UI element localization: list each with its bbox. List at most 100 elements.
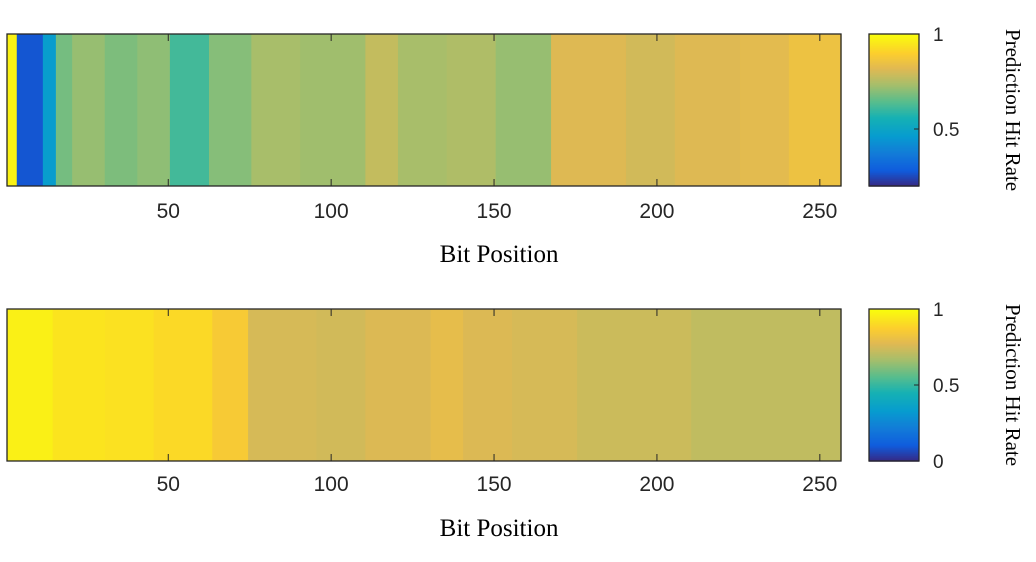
colorbar-2-swatch — [869, 389, 919, 392]
colorbar-2-swatch — [869, 449, 919, 452]
colorbar-1-swatch — [869, 78, 919, 81]
heatmap-1-cell — [397, 34, 448, 186]
colorbar-2-swatch — [869, 443, 919, 446]
colorbar-1-swatch — [869, 180, 919, 183]
colorbar-1-swatch — [869, 68, 919, 71]
colorbar-1-label: Prediction Hit Rate — [1001, 29, 1025, 191]
heatmap-2-xlabel: Bit Position — [440, 515, 559, 542]
colorbar-2-swatch — [869, 401, 919, 404]
colorbar-1-swatch — [869, 74, 919, 77]
heatmap-2-cell — [104, 309, 155, 461]
colorbar-1-swatch — [869, 134, 919, 137]
colorbar-2-swatch — [869, 341, 919, 344]
colorbar-2-swatch — [869, 387, 919, 390]
heatmap-1-cell — [251, 34, 301, 186]
colorbar-2-swatch — [869, 417, 919, 420]
colorbar-2-swatch — [869, 323, 919, 326]
colorbar-2-swatch — [869, 407, 919, 410]
heatmap-2-cell — [153, 309, 213, 461]
heatmap-2-cell — [316, 309, 366, 461]
colorbar-2-swatch — [869, 313, 919, 316]
colorbar-1-swatch — [869, 42, 919, 45]
colorbar-1-swatch — [869, 40, 919, 43]
colorbar-2-swatch — [869, 311, 919, 314]
colorbar-2-swatch — [869, 361, 919, 364]
heatmap-1-xtick-label: 200 — [639, 200, 674, 223]
colorbar-2-swatch — [869, 349, 919, 352]
colorbar-1-swatch — [869, 50, 919, 53]
heatmap-1-cell — [495, 34, 552, 186]
colorbar-2-swatch — [869, 411, 919, 414]
colorbar-2-swatch — [869, 355, 919, 358]
colorbar-1-swatch — [869, 150, 919, 153]
colorbar-2-swatch — [869, 383, 919, 386]
colorbar-1-swatch — [869, 44, 919, 47]
colorbar-1-swatch — [869, 48, 919, 51]
colorbar-1-swatch — [869, 132, 919, 135]
heatmap-1-cell — [7, 34, 18, 186]
heatmap-1-cell — [300, 34, 366, 186]
heatmap-1-xtick-label: 100 — [314, 200, 349, 223]
colorbar-1-swatch — [869, 122, 919, 125]
heatmap-2-cell — [691, 309, 842, 461]
heatmap-2-xtick-label: 150 — [477, 473, 512, 496]
colorbar-1-swatch — [869, 154, 919, 157]
colorbar-1-swatch — [869, 76, 919, 79]
colorbar-2-swatch — [869, 439, 919, 442]
colorbar-2-swatch — [869, 391, 919, 394]
colorbar-1-swatch — [869, 100, 919, 103]
colorbar-1-swatch — [869, 62, 919, 65]
heatmap-2-cell — [52, 309, 106, 461]
heatmap-1-cell — [551, 34, 627, 186]
colorbar-2-swatch — [869, 409, 919, 412]
heatmap-2-cell — [248, 309, 318, 461]
colorbar-2-swatch — [869, 315, 919, 318]
heatmap-2-xtick-label: 100 — [314, 473, 349, 496]
colorbar-2-swatch — [869, 435, 919, 438]
heatmap-1-frame — [6, 33, 842, 187]
colorbar-2-swatch — [869, 309, 919, 312]
heatmap-2-frame — [6, 308, 842, 462]
colorbar-2-swatch — [869, 337, 919, 340]
colorbar-1-frame — [868, 33, 920, 187]
colorbar-1-swatch — [869, 66, 919, 69]
colorbar-1-tick-label: 0.5 — [933, 120, 959, 141]
colorbar-1-swatch — [869, 104, 919, 107]
colorbar-1-swatch — [869, 52, 919, 55]
colorbar-2-swatch — [869, 375, 919, 378]
heatmap-1-cell — [16, 34, 44, 186]
colorbar-2-swatch — [869, 369, 919, 372]
colorbar-2-swatch — [869, 339, 919, 342]
colorbar-1-swatch — [869, 64, 919, 67]
colorbar-2-swatch — [869, 357, 919, 360]
colorbar-2-swatch — [869, 351, 919, 354]
colorbar-1-swatch — [869, 158, 919, 161]
colorbar-1-swatch — [869, 178, 919, 181]
heatmap-1-xtick-label: 250 — [802, 200, 837, 223]
colorbar-2-label: Prediction Hit Rate — [1001, 304, 1025, 466]
heatmap-2-xtick-label: 250 — [802, 473, 837, 496]
colorbar-2-swatch — [869, 331, 919, 334]
colorbar-2-swatch — [869, 455, 919, 458]
colorbar-1-swatch — [869, 152, 919, 155]
heatmap-2-cell — [7, 309, 54, 461]
heatmap-2-cell — [463, 309, 513, 461]
colorbar-2-swatch — [869, 419, 919, 422]
colorbar-1-swatch — [869, 130, 919, 133]
colorbar-1-swatch — [869, 114, 919, 117]
heatmap-1-cell — [208, 34, 252, 186]
colorbar-2-swatch — [869, 343, 919, 346]
colorbar-2-swatch — [869, 321, 919, 324]
colorbar-2-swatch — [869, 365, 919, 368]
colorbar-1-swatch — [869, 88, 919, 91]
heatmap-2-cell — [577, 309, 692, 461]
colorbar-1-swatch — [869, 142, 919, 145]
heatmap-1-cell — [42, 34, 57, 186]
colorbar-2-swatch — [869, 347, 919, 350]
colorbar-1-swatch — [869, 98, 919, 101]
colorbar-1-swatch — [869, 126, 919, 129]
colorbar-2-swatch — [869, 377, 919, 380]
heatmap-1-cell — [625, 34, 676, 186]
colorbar-2-swatch — [869, 319, 919, 322]
